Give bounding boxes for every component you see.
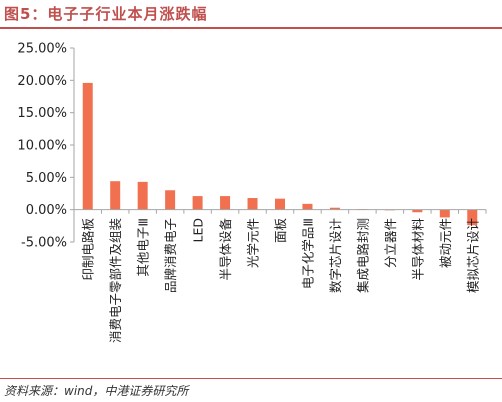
y-tick-label: 20.00% [17, 74, 67, 89]
bar-chart: 25.00% 20.00% 15.00% 10.00% 5.00% 0.00% -5.00%… [17, 42, 487, 344]
category-label: 消费电子零部件及组装 [108, 218, 123, 343]
category-label: 光学元件 [246, 218, 261, 268]
y-tick-label: 0.00% [26, 203, 67, 218]
category-label: 印制电路板 [81, 218, 96, 281]
source-note: 资料来源：wind，中港证券研究所 [4, 384, 189, 398]
title-bar: 图5：电子子行业本月涨跌幅 [0, 0, 502, 29]
category-label: 其他电子Ⅲ [136, 218, 151, 277]
category-label: 模拟芯片设计 [465, 218, 480, 293]
y-tick-label: 5.00% [26, 171, 67, 186]
y-axis: 25.00% 20.00% 15.00% 10.00% 5.00% 0.00% -5.00% [17, 42, 75, 251]
bar [220, 196, 231, 210]
category-label: 面板 [273, 218, 288, 244]
category-label: 半导体材料 [410, 218, 425, 281]
category-label: LED [191, 218, 206, 243]
category-label: 分立器件 [383, 218, 398, 268]
bar [275, 198, 285, 210]
bar [439, 209, 450, 218]
category-label: 电子化学品Ⅲ [300, 218, 315, 289]
bar [412, 209, 423, 213]
bars [82, 82, 478, 226]
bar [82, 82, 93, 210]
bar [192, 196, 203, 210]
category-labels: 印制电路板 消费电子零部件及组装 其他电子Ⅲ 品牌消费电子 LED 半导体设备 光学元件 面板… [81, 218, 481, 344]
footer-divider [0, 378, 502, 379]
bar [247, 198, 258, 210]
y-tick-label: -5.00% [21, 236, 67, 251]
category-label: 半导体设备 [218, 218, 233, 281]
chart-title: 图5：电子子行业本月涨跌幅 [4, 5, 208, 23]
bar [110, 181, 121, 210]
y-tick-label: 15.00% [17, 106, 67, 121]
x-axis [73, 209, 487, 214]
category-label: 品牌消费电子 [163, 218, 178, 293]
y-tick-label: 25.00% [17, 42, 67, 57]
category-label: 被动元件 [438, 218, 453, 268]
bar [137, 181, 148, 210]
category-label: 集成电路封测 [355, 218, 370, 293]
bar [165, 190, 176, 210]
bar [329, 207, 340, 210]
title-divider [0, 27, 502, 29]
bar [302, 203, 313, 210]
category-label: 数字芯片设计 [328, 218, 343, 293]
bar [467, 209, 478, 226]
y-tick-label: 10.00% [17, 139, 67, 154]
